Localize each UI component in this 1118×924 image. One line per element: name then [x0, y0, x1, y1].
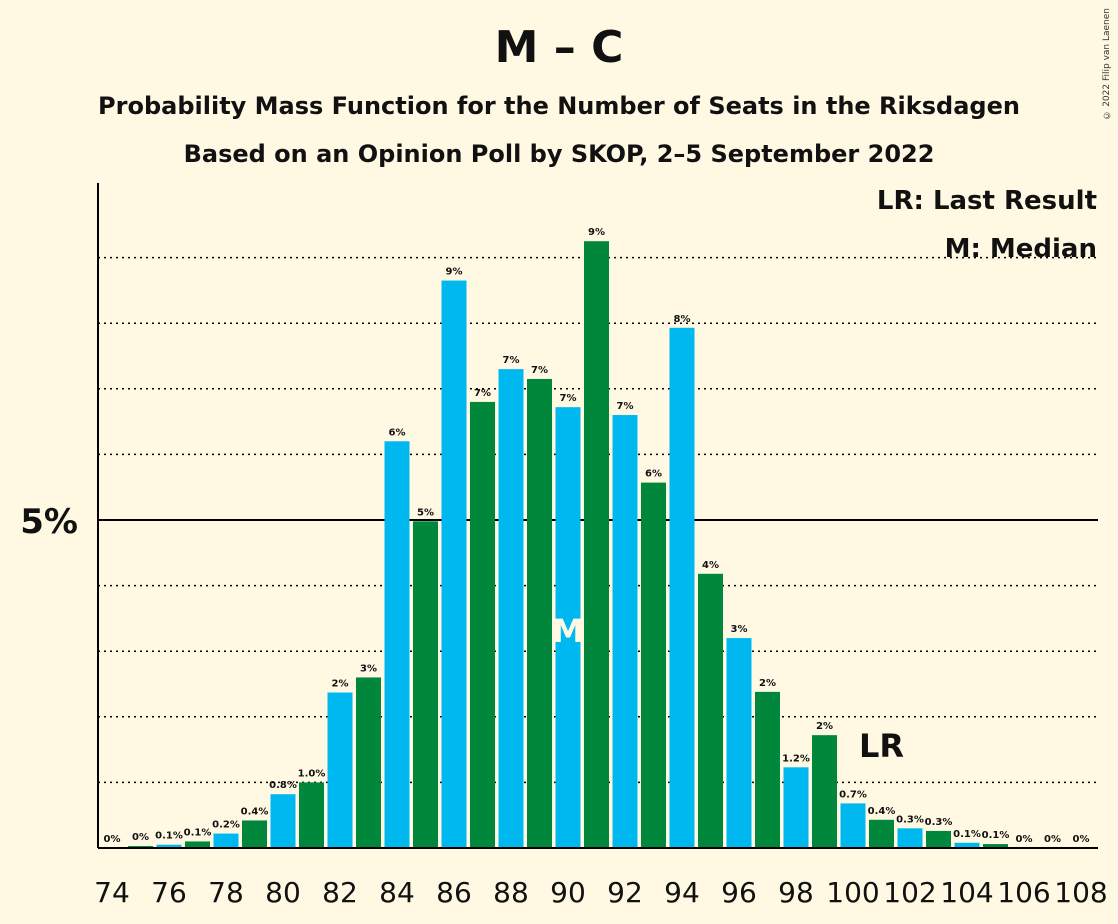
bar-label-seat-105: 0.1% [982, 830, 1010, 841]
bar-label-seat-90: 7% [560, 393, 577, 404]
bar-label-seat-95: 4% [702, 560, 719, 571]
bar-seat-100 [840, 803, 866, 848]
x-tick-label-84: 84 [379, 876, 415, 909]
bar-seat-90 [555, 407, 581, 848]
x-tick-label-78: 78 [208, 876, 244, 909]
chart-subtitle-1: Probability Mass Function for the Number… [98, 92, 1020, 120]
x-tick-label-86: 86 [436, 876, 472, 909]
bar-seat-76 [156, 844, 182, 848]
bar-label-seat-94: 8% [674, 314, 691, 325]
x-tick-label-80: 80 [265, 876, 301, 909]
bar-seat-79 [242, 820, 267, 848]
bar-label-seat-76: 0.1% [155, 831, 183, 842]
x-tick-label-94: 94 [664, 876, 700, 909]
bar-label-seat-80: 0.8% [269, 780, 297, 791]
bar-label-seat-82: 2% [332, 679, 349, 690]
bar-seat-89 [527, 378, 552, 848]
bar-seat-78 [213, 833, 239, 848]
x-tick-label-102: 102 [883, 876, 936, 909]
bar-label-seat-103: 0.3% [925, 817, 953, 828]
bar-seat-84 [384, 441, 410, 848]
legend-last-result: LR: Last Result [877, 186, 1097, 216]
bar-label-seat-92: 7% [617, 401, 634, 412]
bar-seat-99 [812, 735, 837, 848]
bar-label-seat-77: 0.1% [184, 827, 212, 838]
bar-seat-93 [641, 482, 666, 848]
bar-seat-98 [783, 767, 809, 848]
bar-label-seat-100: 0.7% [839, 789, 867, 800]
bar-label-seat-75: 0% [132, 832, 149, 843]
bar-seat-92 [612, 415, 638, 848]
bar-seat-86 [441, 280, 467, 848]
bar-seat-102 [897, 828, 923, 848]
bar-label-seat-104: 0.1% [953, 829, 981, 840]
bar-label-seat-99: 2% [816, 721, 833, 732]
bar-seat-95 [698, 573, 723, 848]
bar-label-seat-101: 0.4% [868, 806, 896, 817]
bar-seat-80 [270, 794, 296, 848]
bar-label-seat-83: 3% [360, 663, 377, 674]
chart-subtitle-2: Based on an Opinion Poll by SKOP, 2–5 Se… [183, 140, 935, 168]
x-tick-label-100: 100 [826, 876, 879, 909]
bar-label-seat-98: 1.2% [782, 753, 810, 764]
bar-seat-103 [926, 830, 951, 848]
bar-value-labels: 0% 0% 0.1% 0.1%0.2%0.4%0.8%1.0%2%3%6%5%9%7%… [104, 227, 1090, 845]
legend-median: M: Median [945, 234, 1097, 264]
bar-seat-104 [954, 842, 980, 848]
bar-label-seat-102: 0.3% [896, 814, 924, 825]
bar-label-seat-88: 7% [503, 355, 520, 366]
x-tick-label-74: 74 [94, 876, 130, 909]
bar-label-seat-74: 0% [104, 834, 121, 845]
bar-seat-88 [498, 369, 524, 848]
x-tick-label-108: 108 [1054, 876, 1107, 909]
bar-seat-101 [869, 819, 894, 848]
x-tick-label-88: 88 [493, 876, 529, 909]
bar-seat-87 [470, 401, 495, 848]
x-tick-label-92: 92 [607, 876, 643, 909]
bar-seat-83 [356, 677, 381, 848]
bar-seat-81 [299, 782, 324, 848]
bar-label-seat-87: 7% [474, 388, 491, 399]
bar-seat-85 [413, 521, 438, 848]
bar-seat-96 [726, 638, 752, 848]
last-result-marker: LR [859, 727, 904, 765]
bar-label-seat-78: 0.2% [212, 820, 240, 831]
x-tick-label-82: 82 [322, 876, 358, 909]
bar-label-seat-97: 2% [759, 678, 776, 689]
bar-label-seat-108: 0% [1073, 834, 1090, 845]
bar-label-seat-106: 0% [1016, 834, 1033, 845]
bar-label-seat-89: 7% [531, 365, 548, 376]
x-tick-label-98: 98 [778, 876, 814, 909]
bar-label-seat-81: 1.0% [298, 768, 326, 779]
bar-label-seat-84: 6% [389, 427, 406, 438]
bar-label-seat-107: 0% [1044, 834, 1061, 845]
x-tick-label-90: 90 [550, 876, 586, 909]
bar-label-seat-96: 3% [731, 624, 748, 635]
bar-seat-82 [327, 692, 353, 848]
bar-label-seat-91: 9% [588, 227, 605, 238]
x-tick-label-104: 104 [940, 876, 993, 909]
bar-label-seat-86: 9% [446, 267, 463, 278]
bar-label-seat-93: 6% [645, 469, 662, 480]
bar-seat-77 [185, 841, 210, 848]
markers-group: M LR [552, 612, 904, 765]
bar-label-seat-79: 0.4% [241, 806, 269, 817]
chart-title: M – C [494, 22, 624, 73]
x-tick-label-76: 76 [151, 876, 187, 909]
y-tick-label-5pct: 5% [20, 502, 78, 542]
x-tick-labels: 74 76 78 80 82 84 86 88 90 92 94 96 98 100 102 104 106 10… [94, 876, 1108, 909]
bar-seat-105 [983, 844, 1008, 848]
bars-group [128, 241, 1008, 848]
bar-seat-91 [584, 241, 609, 848]
bar-label-seat-85: 5% [417, 507, 434, 518]
x-tick-label-96: 96 [721, 876, 757, 909]
x-tick-label-106: 106 [997, 876, 1050, 909]
bar-seat-97 [755, 691, 780, 848]
bar-seat-94 [669, 327, 695, 848]
axes-group [97, 183, 1098, 849]
median-marker: M [552, 612, 584, 650]
